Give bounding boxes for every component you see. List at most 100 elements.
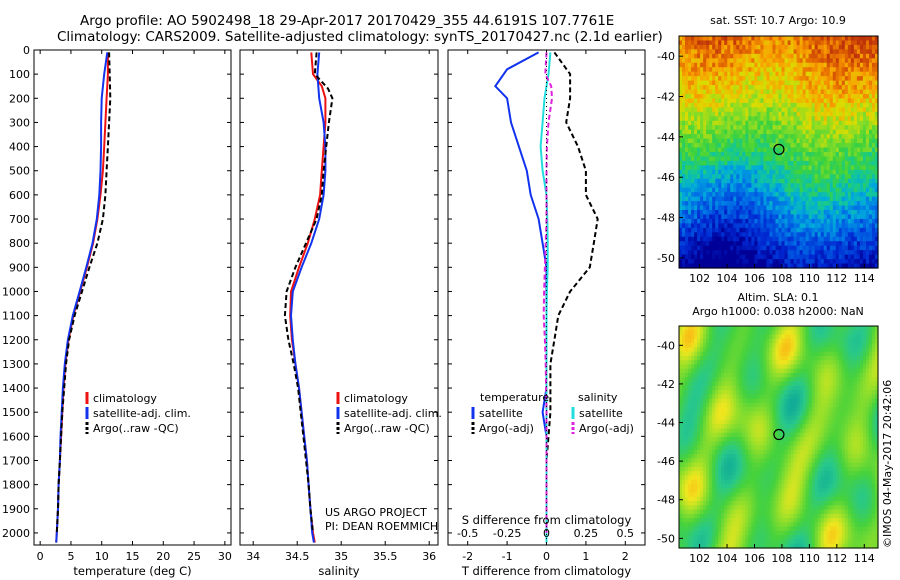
map-cell bbox=[823, 218, 828, 224]
map-cell bbox=[829, 343, 834, 348]
argo-float-marker bbox=[773, 143, 785, 155]
map-cell bbox=[736, 254, 740, 260]
map-cell bbox=[697, 398, 701, 404]
map-cell bbox=[727, 116, 731, 122]
map-cell bbox=[682, 385, 686, 391]
map-cell bbox=[760, 156, 765, 162]
map-cell bbox=[739, 259, 743, 265]
map-cell bbox=[805, 201, 810, 207]
map-cell bbox=[739, 62, 743, 68]
map-cell bbox=[739, 49, 743, 55]
legend-entry: satellite bbox=[479, 407, 523, 420]
map-cell bbox=[799, 125, 804, 131]
map-cell bbox=[814, 372, 819, 378]
map-cell bbox=[685, 183, 689, 189]
map-cell bbox=[862, 368, 867, 374]
map-cell bbox=[871, 364, 876, 370]
map-cell bbox=[850, 355, 855, 361]
map-cell bbox=[745, 94, 749, 100]
map-cell bbox=[763, 360, 768, 366]
map-cell bbox=[754, 227, 758, 233]
map-cell bbox=[784, 80, 789, 86]
map-cell bbox=[868, 351, 873, 357]
map-cell bbox=[772, 85, 777, 91]
map-cell bbox=[841, 89, 846, 95]
map-cell bbox=[721, 394, 725, 400]
map-cell bbox=[856, 394, 861, 400]
map-cell bbox=[763, 125, 768, 131]
map-cell bbox=[760, 390, 765, 395]
map-cell bbox=[703, 254, 707, 260]
map-cell bbox=[730, 143, 734, 149]
map-cell bbox=[859, 174, 864, 180]
map-cell bbox=[772, 156, 777, 162]
map-cell bbox=[739, 245, 743, 251]
map-cell bbox=[736, 192, 740, 198]
map-cell bbox=[682, 187, 686, 193]
map-cell bbox=[742, 196, 746, 202]
map-cell bbox=[733, 147, 737, 153]
map-cell bbox=[760, 259, 765, 265]
map-cell bbox=[820, 120, 825, 126]
map-cell bbox=[835, 183, 840, 189]
map-cell bbox=[823, 355, 828, 361]
map-cell bbox=[823, 390, 828, 395]
map-cell bbox=[739, 360, 743, 366]
map-cell bbox=[697, 210, 701, 216]
map-cell bbox=[820, 67, 825, 73]
map-cell bbox=[739, 402, 743, 408]
map-cell bbox=[790, 160, 795, 166]
map-cell bbox=[811, 53, 816, 59]
map-cell bbox=[781, 254, 786, 260]
map-cell bbox=[781, 330, 786, 336]
map-cell bbox=[868, 187, 873, 193]
map-cell bbox=[790, 183, 795, 189]
map-cell bbox=[865, 71, 870, 77]
map-cell bbox=[703, 347, 707, 353]
map-cell bbox=[688, 402, 692, 408]
map-cell bbox=[796, 62, 801, 68]
map-cell bbox=[832, 377, 837, 383]
map-cell bbox=[712, 76, 716, 82]
map-cell bbox=[715, 49, 719, 55]
map-cell bbox=[847, 94, 852, 100]
map-cell bbox=[688, 326, 692, 331]
map-cell bbox=[736, 129, 740, 135]
map-cell bbox=[823, 152, 828, 158]
map-cell bbox=[832, 165, 837, 171]
y-tick-label: 300 bbox=[9, 116, 30, 129]
map-cell bbox=[703, 94, 707, 100]
map-cell bbox=[790, 241, 795, 247]
map-cell bbox=[796, 214, 801, 220]
map-cell bbox=[784, 210, 789, 216]
map-cell bbox=[838, 381, 843, 387]
map-cell bbox=[814, 196, 819, 202]
map-cell bbox=[736, 89, 740, 95]
map-cell bbox=[859, 134, 864, 140]
map-cell bbox=[838, 76, 843, 82]
map-cell bbox=[703, 236, 707, 242]
map-cell bbox=[736, 205, 740, 211]
map-cell bbox=[712, 67, 716, 73]
map-cell bbox=[733, 169, 737, 175]
map-cell bbox=[820, 232, 825, 238]
map-cell bbox=[862, 372, 867, 378]
map-cell bbox=[751, 390, 755, 395]
map-cell bbox=[733, 85, 737, 91]
map-cell bbox=[811, 76, 816, 82]
map-cell bbox=[796, 40, 801, 46]
map-cell bbox=[682, 343, 686, 348]
map-cell bbox=[850, 214, 855, 220]
map-cell bbox=[814, 111, 819, 117]
map-cell bbox=[832, 89, 837, 95]
map-cell bbox=[757, 76, 762, 82]
map-cell bbox=[874, 76, 879, 82]
map-cell bbox=[772, 241, 777, 247]
map-cell bbox=[784, 187, 789, 193]
map-cell bbox=[685, 49, 689, 55]
map-cell bbox=[772, 364, 777, 370]
map-cell bbox=[856, 174, 861, 180]
map-cell bbox=[859, 71, 864, 77]
map-cell bbox=[784, 223, 789, 229]
map-cell bbox=[754, 116, 758, 122]
